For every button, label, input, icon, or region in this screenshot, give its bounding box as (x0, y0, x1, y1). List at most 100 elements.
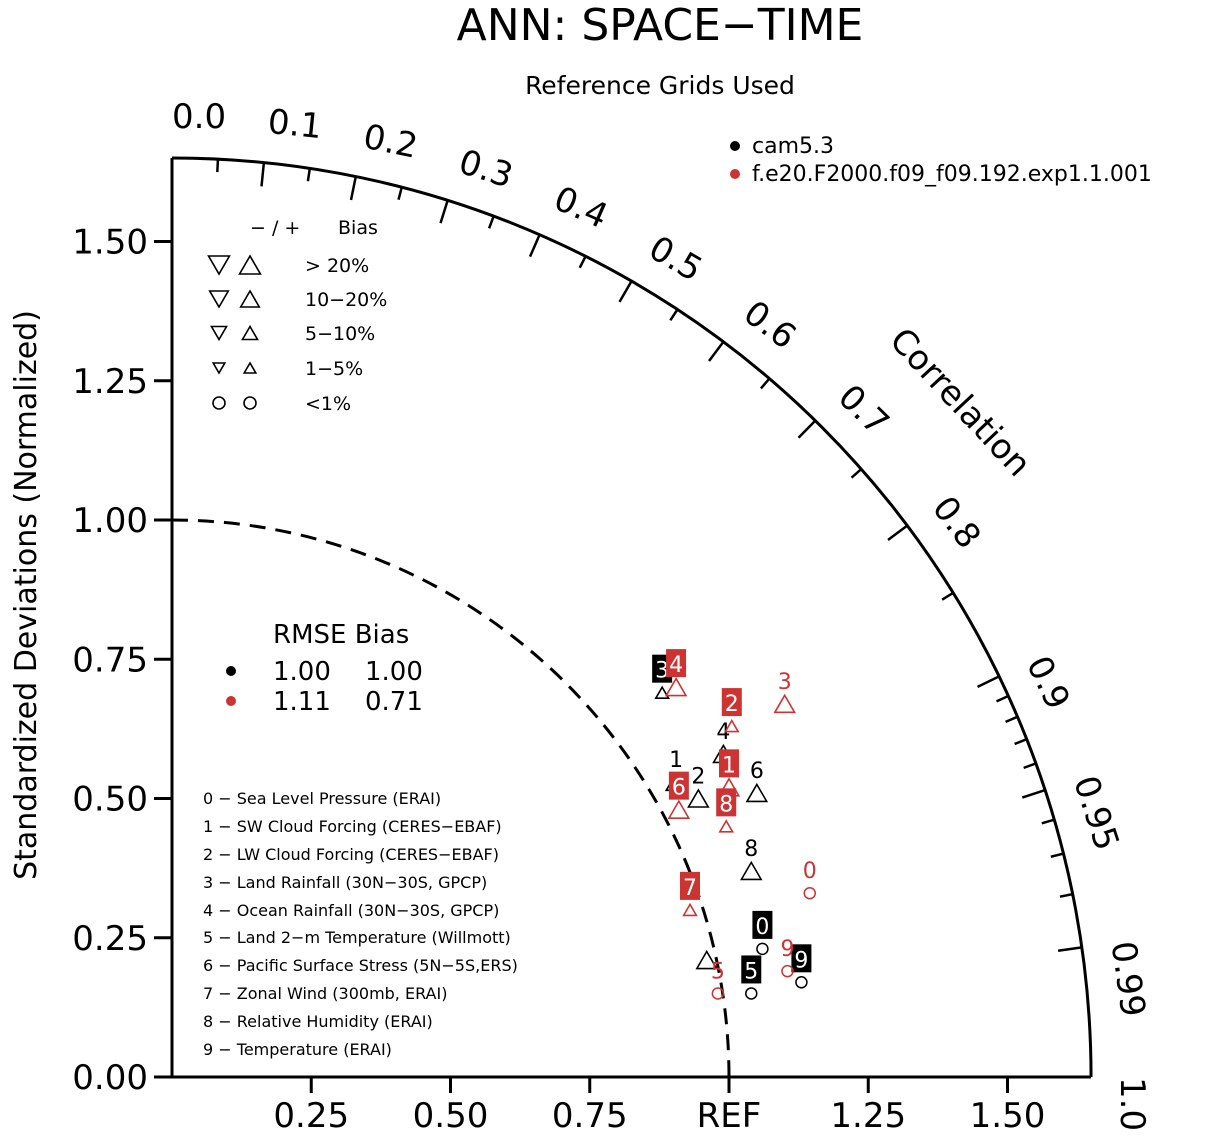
data-point (695, 949, 718, 970)
correlation-major-tick (977, 675, 1000, 688)
point-marker-circle (781, 964, 794, 978)
outer-arc (171, 156, 1093, 1078)
data-point: 4 (664, 649, 688, 697)
correlation-major-tick (349, 176, 358, 201)
point-marker-triangle (687, 788, 710, 808)
point-label: 5 (711, 959, 725, 984)
y-tick-label: 1.50 (72, 223, 148, 263)
correlation-minor-tick (487, 215, 495, 229)
point-marker-circle (711, 987, 725, 1000)
correlation-major-tick (439, 199, 449, 224)
correlation-minor-tick (1041, 818, 1055, 825)
correlation-label: 0.1 (266, 102, 324, 147)
point-label-box (680, 871, 701, 900)
data-point: 5 (711, 959, 725, 1000)
point-label: 9 (794, 948, 808, 973)
point-label: 3 (778, 670, 792, 695)
correlation-minor-tick (306, 168, 312, 182)
y-tick-label: 1.25 (72, 362, 148, 402)
point-marker-triangle (773, 693, 796, 714)
data-point: 8 (716, 788, 737, 833)
point-label: 6 (672, 776, 686, 801)
correlation-major-tick (260, 162, 266, 187)
point-label: 4 (669, 653, 683, 678)
correlation-label: 1.0 (1112, 1077, 1152, 1131)
variable-legend-item: 0 − Sea Level Pressure (ERAI) (203, 789, 441, 808)
y-tick-label: 0.50 (72, 780, 148, 820)
correlation-label: 0.8 (924, 489, 988, 556)
point-marker-triangle (654, 685, 670, 699)
point-marker-circle (756, 942, 769, 956)
point-label: 0 (755, 915, 769, 940)
point-label: 7 (683, 876, 697, 901)
bias-legend-row: 10−20% (305, 289, 387, 311)
variable-legend: 0 − Sea Level Pressure (ERAI) 1 − SW Clo… (203, 789, 518, 1059)
point-marker-triangle (667, 799, 691, 819)
correlation-major-tick (1021, 788, 1046, 799)
point-marker-triangle (724, 718, 740, 733)
variable-legend-item: 9 − Temperature (ERAI) (203, 1040, 392, 1059)
stat-rmse: 1.00 (273, 657, 331, 687)
point-label: 5 (744, 959, 758, 984)
bias-legend-up-triangle (241, 324, 259, 341)
bias-legend-up-triangle (239, 289, 261, 308)
bias-legend-row: 5−10% (305, 323, 375, 345)
data-point: 5 (741, 955, 762, 1000)
correlation-minor-tick (1023, 762, 1037, 770)
correlation-minor-tick (941, 591, 954, 601)
data-point: 7 (680, 871, 701, 917)
data-point: 1 (717, 749, 741, 797)
point-marker-triangle (682, 902, 698, 917)
model-legend: cam5.3 f.e20.F2000.f09_f09.192.exp1.1.00… (730, 134, 1152, 187)
bias-legend: − / + Bias > 20% 10−20% 5−10% 1−5% <1% (207, 217, 387, 415)
rmse-bias-legend: RMSE Bias 1.00 1.00 1.11 0.71 (226, 620, 423, 717)
x-tick-label: 1.25 (830, 1096, 906, 1135)
correlation-major-tick (708, 341, 725, 362)
variable-legend-item: 4 − Ocean Rainfall (30N−30S, GPCP) (203, 901, 499, 920)
stat-bias: 1.00 (365, 657, 423, 687)
axes: 0.000.250.500.751.001.251.500.25 0.50 0.75… (72, 156, 1093, 1135)
point-marker-circle (795, 976, 808, 989)
data-point: 8 (740, 837, 763, 881)
point-label: 8 (744, 837, 758, 862)
correlation-label: 0.0 (172, 97, 226, 137)
point-marker-triangle (745, 782, 769, 803)
stat-bias: 0.71 (365, 687, 423, 717)
variable-legend-item: 2 − LW Cloud Forcing (CERES−EBAF) (203, 845, 499, 864)
correlation-minor-tick (850, 468, 863, 479)
point-label: 4 (716, 720, 730, 745)
variable-legend-item: 7 − Zonal Wind (300mb, ERAI) (203, 984, 447, 1003)
point-label: 6 (750, 759, 764, 784)
bias-legend-down-triangle (207, 255, 231, 276)
correlation-label: 0.2 (360, 117, 421, 167)
stat-dot-cam5.3 (226, 666, 236, 676)
data-point: 3 (773, 670, 796, 714)
correlation-label: 0.7 (830, 377, 897, 443)
point-marker-circle (803, 886, 817, 900)
bias-legend-symbols (207, 254, 262, 410)
point-label: 8 (719, 792, 733, 817)
y-tick-label: 0.75 (72, 640, 148, 680)
point-label: 2 (725, 692, 739, 717)
bias-legend-row: > 20% (305, 255, 369, 277)
x-tick-label: REF (697, 1096, 762, 1135)
bias-legend-sign-header: − / + (250, 217, 300, 239)
bias-legend-header: Bias (338, 217, 378, 239)
point-label: 3 (655, 659, 669, 684)
point-label: 0 (803, 859, 817, 884)
correlation-minor-tick (1005, 715, 1019, 724)
data-point: 2 (721, 688, 742, 733)
correlation-scale: 0.0 0.1 0.2 0.3 0.4 0.5 0.6 0.7 0.8 0.9 0.95 0.99 1.… (172, 97, 1153, 1131)
point-label-box (719, 749, 739, 778)
correlation-minor-tick (216, 159, 220, 173)
correlation-minor-tick (995, 694, 1009, 703)
data-point: 9 (791, 944, 812, 989)
correlation-minor-tick (669, 308, 679, 321)
y-tick-label: 1.00 (72, 501, 148, 541)
x-tick-label: 0.25 (273, 1096, 349, 1135)
point-label-box (668, 771, 689, 800)
point-label-box (741, 955, 762, 984)
variable-legend-item: 6 − Pacific Surface Stress (5N−5S,ERS) (203, 956, 518, 975)
chart-title: ANN: SPACE−TIME (457, 0, 864, 51)
